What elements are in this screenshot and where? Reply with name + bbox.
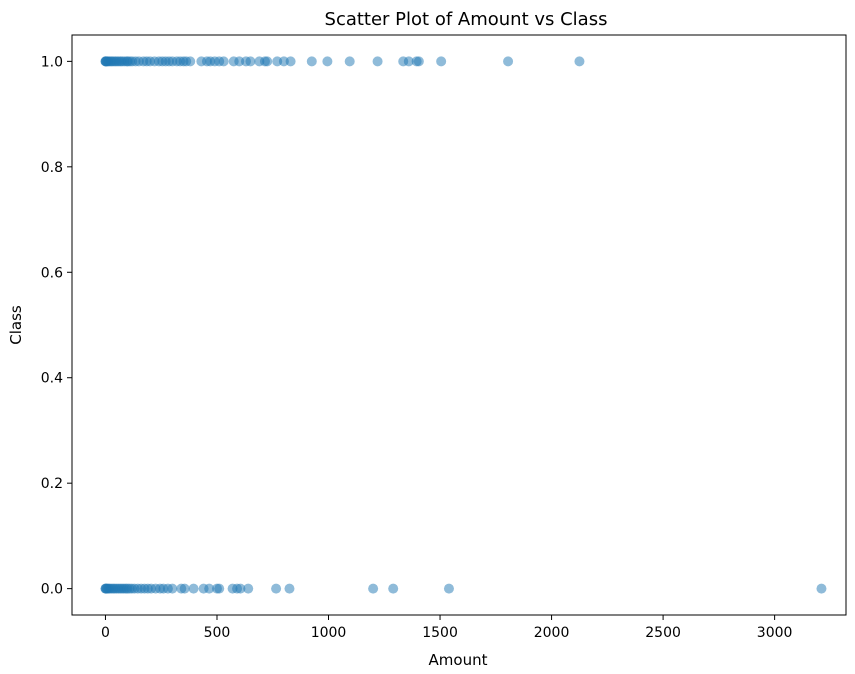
data-point [262, 56, 273, 67]
data-point [245, 56, 256, 67]
data-point [368, 583, 379, 594]
x-axis-label: Amount [429, 651, 488, 669]
y-axis: 0.0 0.2 0.4 0.6 0.8 1.0 [41, 54, 72, 598]
y-tick-label: 0.0 [41, 582, 63, 598]
data-point [574, 56, 585, 67]
data-point [503, 56, 514, 67]
data-point [388, 583, 399, 594]
x-tick-label: 1000 [311, 625, 347, 641]
data-point [344, 56, 355, 67]
x-tick-label: 500 [204, 625, 231, 641]
data-point [214, 583, 225, 594]
data-point [188, 583, 199, 594]
x-tick-label: 1500 [422, 625, 458, 641]
x-tick-label: 0 [101, 625, 110, 641]
data-point [436, 56, 447, 67]
data-point [218, 56, 229, 67]
data-point [413, 56, 424, 67]
y-axis-label: Class [7, 305, 25, 345]
data-point [403, 56, 414, 67]
chart-title: Scatter Plot of Amount vs Class [325, 9, 608, 30]
x-tick-label: 3000 [757, 625, 793, 641]
y-tick-label: 0.4 [41, 371, 63, 387]
data-point [285, 56, 296, 67]
data-point [322, 56, 333, 67]
y-tick-label: 0.6 [41, 265, 63, 281]
data-point [306, 56, 317, 67]
data-point [185, 56, 196, 67]
data-point [179, 583, 190, 594]
x-tick-label: 2500 [645, 625, 681, 641]
data-point [816, 583, 827, 594]
x-axis: 0 500 1000 1500 2000 2500 3000 [101, 615, 792, 641]
data-point [372, 56, 383, 67]
data-point [284, 583, 295, 594]
plot-area [100, 56, 827, 594]
y-tick-label: 1.0 [41, 54, 63, 70]
data-point [167, 583, 178, 594]
data-point [243, 583, 254, 594]
x-tick-label: 2000 [534, 625, 570, 641]
axes-frame [71, 34, 847, 616]
y-tick-label: 0.8 [41, 160, 63, 176]
y-tick-label: 0.2 [41, 476, 63, 492]
data-point [204, 583, 215, 594]
data-point [271, 583, 282, 594]
data-point [235, 583, 246, 594]
data-point [443, 583, 454, 594]
